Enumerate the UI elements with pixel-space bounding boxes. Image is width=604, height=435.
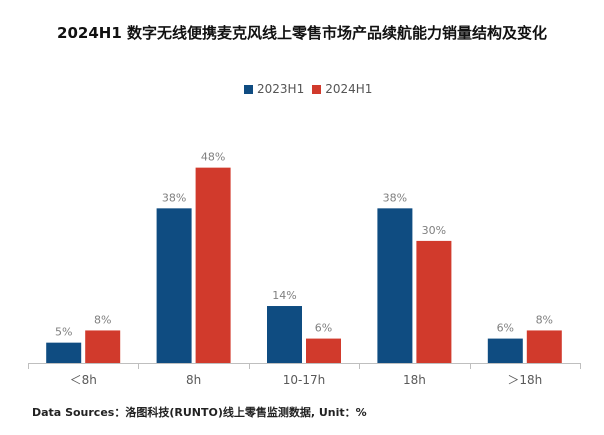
data-label-2023-5: 6% — [497, 322, 514, 335]
data-label-2023-2: 38% — [162, 191, 186, 204]
legend-label-2024: 2024H1 — [325, 82, 373, 96]
data-source-note: Data Sources：洛图科技(RUNTO)线上零售监测数据, Unit：% — [32, 406, 367, 419]
bar-2023-4 — [377, 208, 413, 363]
chart-legend: 2023H1 2024H1 — [244, 82, 380, 96]
data-label-2024-3: 6% — [315, 322, 332, 335]
data-label-2024-1: 8% — [94, 313, 111, 326]
x-tick-label-4: 18h — [403, 373, 426, 387]
legend-label-2023: 2023H1 — [257, 82, 305, 96]
legend-item-2024: 2024H1 — [312, 82, 372, 96]
x-tick-label-1: ＜8h — [70, 373, 97, 387]
chart-title: 2024H1 数字无线便携麦克风线上零售市场产品续航能力销量结构及变化 — [57, 24, 547, 42]
bar-2023-1 — [46, 342, 82, 363]
legend-swatch-2023 — [244, 84, 253, 94]
x-tick-label-2: 8h — [186, 373, 201, 387]
data-label-2024-5: 8% — [536, 313, 553, 326]
data-label-2023-4: 38% — [383, 191, 407, 204]
bar-2024-4 — [416, 240, 452, 363]
bar-2023-2 — [156, 208, 192, 363]
bar-2023-5 — [487, 338, 523, 363]
data-label-2023-1: 5% — [55, 326, 72, 339]
bar-2024-3 — [306, 338, 341, 363]
legend-swatch-2024 — [312, 84, 322, 94]
bar-2024-2 — [195, 167, 231, 363]
data-label-2024-4: 30% — [422, 224, 446, 237]
data-label-2023-3: 14% — [272, 289, 296, 302]
data-label-2024-2: 48% — [201, 151, 225, 164]
bar-2024-1 — [85, 330, 121, 363]
bar-2024-5 — [526, 330, 562, 363]
bar-2023-3 — [267, 306, 302, 363]
legend-item-2023: 2023H1 — [244, 82, 304, 96]
x-tick-label-5: ＞18h — [507, 373, 542, 387]
x-tick-label-3: 10-17h — [283, 373, 325, 387]
